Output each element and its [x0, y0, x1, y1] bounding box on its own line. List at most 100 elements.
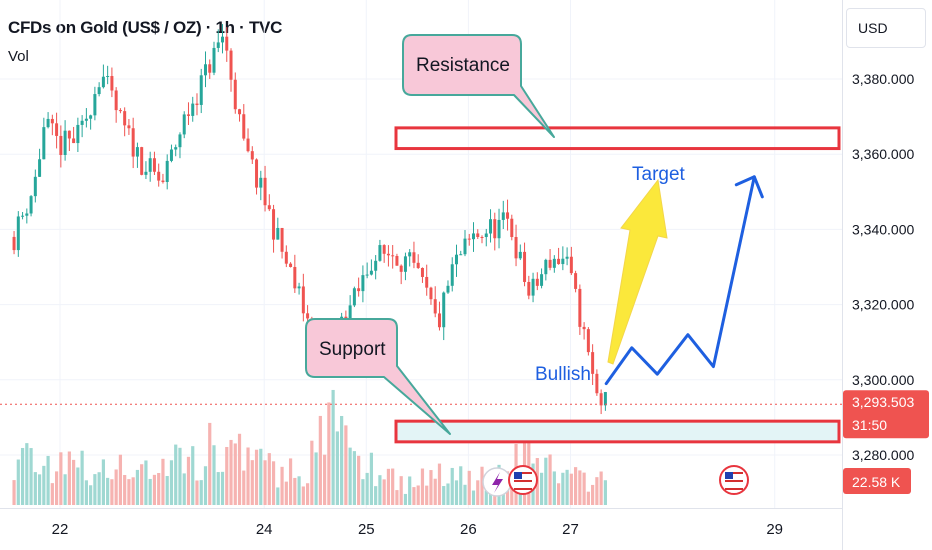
candle-body	[437, 313, 441, 328]
candle-body	[246, 138, 250, 152]
candle-body	[523, 251, 527, 282]
volume-bar	[225, 446, 229, 505]
volume-bar	[16, 459, 20, 505]
candle-body	[463, 238, 467, 255]
candle-body	[565, 256, 569, 259]
last-volume-label: 22.58 K	[852, 474, 901, 490]
volume-bar	[459, 466, 463, 505]
volume-bar	[110, 479, 114, 505]
volume-bar	[169, 460, 174, 505]
volume-bar	[574, 467, 578, 505]
volume-bar	[437, 463, 442, 505]
candle-body	[365, 274, 369, 276]
candle-body	[84, 118, 88, 121]
candle-body	[531, 278, 535, 296]
volume-bar	[89, 485, 93, 505]
volume-bar	[391, 468, 395, 505]
bullish-label[interactable]: Bullish	[535, 364, 591, 385]
volume-bar	[106, 477, 110, 505]
candle-body	[267, 205, 271, 210]
candle-body	[118, 110, 122, 112]
candle-body	[433, 299, 437, 314]
flag-stripe	[514, 476, 532, 478]
candle-body	[442, 292, 446, 328]
volume-bar	[310, 440, 314, 505]
candle-body	[123, 111, 127, 126]
support-zone[interactable]	[394, 419, 841, 444]
volume-bar	[97, 472, 101, 505]
volume-bar	[33, 472, 37, 505]
lightning-event-icon[interactable]	[482, 467, 512, 497]
volume-bar	[144, 460, 148, 505]
candle-body	[169, 149, 173, 161]
volume-bar	[569, 473, 573, 505]
candle-body	[595, 373, 599, 394]
candle-body	[114, 90, 118, 111]
candle-body	[63, 130, 67, 155]
volume-bar	[46, 455, 50, 505]
candle-body	[148, 158, 152, 172]
candle-body	[221, 36, 225, 43]
candle-body	[42, 127, 46, 160]
volume-bar	[323, 454, 327, 505]
volume-bar	[157, 472, 161, 505]
volume-bar	[182, 473, 186, 505]
volume-bar	[25, 443, 29, 505]
volume-bar	[165, 476, 169, 505]
volume-bar	[246, 447, 250, 505]
currency-button[interactable]: USD	[846, 8, 926, 48]
candle-body	[391, 255, 395, 257]
candle-body	[527, 281, 531, 296]
flag-stripe	[514, 488, 532, 490]
candle-body	[489, 219, 493, 234]
volume-bar	[552, 471, 556, 505]
volume-bar	[191, 446, 195, 505]
projection[interactable]: Bullish Target	[535, 164, 764, 386]
support-callout[interactable]: Support	[305, 318, 451, 435]
volume-bar	[233, 443, 237, 505]
candle-body	[101, 76, 105, 88]
volume-bar	[357, 455, 361, 505]
callouts[interactable]: Resistance Support	[305, 34, 555, 435]
candle-body	[25, 213, 29, 216]
volume-bar	[203, 466, 208, 505]
target-label[interactable]: Target	[632, 164, 686, 185]
us-flag-event-icon[interactable]	[719, 465, 749, 495]
volume-bar	[140, 464, 144, 505]
volume-bar	[54, 471, 59, 505]
zones[interactable]	[394, 126, 841, 444]
projection-arrowhead[interactable]	[734, 175, 764, 199]
candle-body	[38, 159, 42, 177]
us-flag-event-icon[interactable]	[508, 465, 538, 495]
volume-bar	[301, 486, 305, 505]
candle-body	[403, 256, 407, 272]
volume-bar	[314, 452, 318, 505]
candle-body	[276, 227, 280, 240]
x-tick-label: 24	[256, 521, 273, 538]
volume-bar	[208, 422, 212, 505]
volume-bar	[305, 483, 310, 505]
bullish-projection-line[interactable]	[604, 175, 756, 386]
flag-stripe	[725, 488, 743, 490]
volume-badge	[843, 468, 911, 494]
volume-bar	[293, 477, 297, 505]
target-arrow[interactable]	[607, 178, 668, 365]
candle-body	[289, 263, 293, 267]
volume-bar	[378, 475, 382, 505]
flag-stripe	[725, 484, 743, 486]
volume-bar	[29, 448, 33, 505]
x-tick-label: 22	[52, 521, 69, 538]
volume-bar	[369, 452, 374, 505]
volume-bar	[152, 474, 157, 505]
resistance-callout[interactable]: Resistance	[402, 34, 555, 138]
resistance-zone[interactable]	[394, 126, 841, 151]
candle-body	[412, 252, 416, 263]
events[interactable]	[482, 465, 749, 497]
candle-body	[544, 259, 548, 275]
candle-body	[199, 75, 203, 105]
volume-bar	[586, 491, 590, 505]
volume-bar	[59, 452, 63, 505]
volume-bar	[408, 476, 412, 505]
volume-bar	[284, 481, 288, 505]
